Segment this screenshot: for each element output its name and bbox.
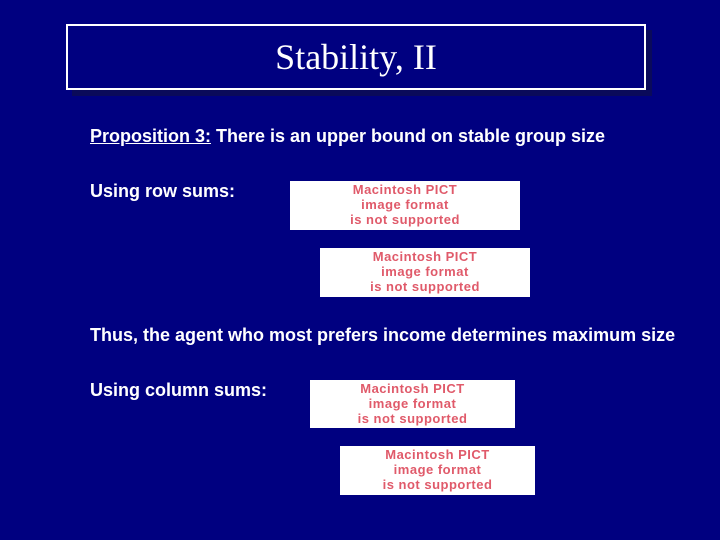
placeholder-line1: Macintosh PICT: [385, 447, 490, 462]
placeholder-line3: is not supported: [370, 279, 480, 294]
placeholder-line2: image format: [361, 197, 449, 212]
placeholder-image-1: Macintosh PICT image format is not suppo…: [290, 181, 520, 230]
placeholder-image-3: Macintosh PICT image format is not suppo…: [310, 380, 515, 429]
placeholder-image-4: Macintosh PICT image format is not suppo…: [340, 446, 535, 495]
placeholder-row-2: Macintosh PICT image format is not suppo…: [320, 248, 680, 297]
placeholder-row-4: Macintosh PICT image format is not suppo…: [340, 446, 680, 495]
placeholder-image-2: Macintosh PICT image format is not suppo…: [320, 248, 530, 297]
row-sums-label: Using row sums:: [90, 181, 270, 202]
proposition-body: There is an upper bound on stable group …: [211, 126, 605, 146]
proposition-label: Proposition 3:: [90, 126, 211, 146]
placeholder-line1: Macintosh PICT: [373, 249, 478, 264]
placeholder-line2: image format: [394, 462, 482, 477]
placeholder-line2: image format: [369, 396, 457, 411]
placeholder-line2: image format: [381, 264, 469, 279]
column-sums-label: Using column sums:: [90, 380, 290, 401]
content-area: Proposition 3: There is an upper bound o…: [90, 126, 680, 495]
placeholder-line3: is not supported: [383, 477, 493, 492]
row-sums-line: Using row sums: Macintosh PICT image for…: [90, 181, 680, 230]
placeholder-line3: is not supported: [358, 411, 468, 426]
proposition-text: Proposition 3: There is an upper bound o…: [90, 126, 605, 147]
conclusion-text: Thus, the agent who most prefers income …: [90, 325, 675, 346]
placeholder-line1: Macintosh PICT: [353, 182, 458, 197]
proposition-line: Proposition 3: There is an upper bound o…: [90, 126, 680, 147]
slide: Stability, II Proposition 3: There is an…: [0, 0, 720, 540]
slide-title: Stability, II: [275, 36, 437, 78]
conclusion-line: Thus, the agent who most prefers income …: [90, 325, 680, 346]
placeholder-line1: Macintosh PICT: [360, 381, 465, 396]
title-box: Stability, II: [66, 24, 646, 90]
column-sums-line: Using column sums: Macintosh PICT image …: [90, 380, 680, 429]
placeholder-line3: is not supported: [350, 212, 460, 227]
